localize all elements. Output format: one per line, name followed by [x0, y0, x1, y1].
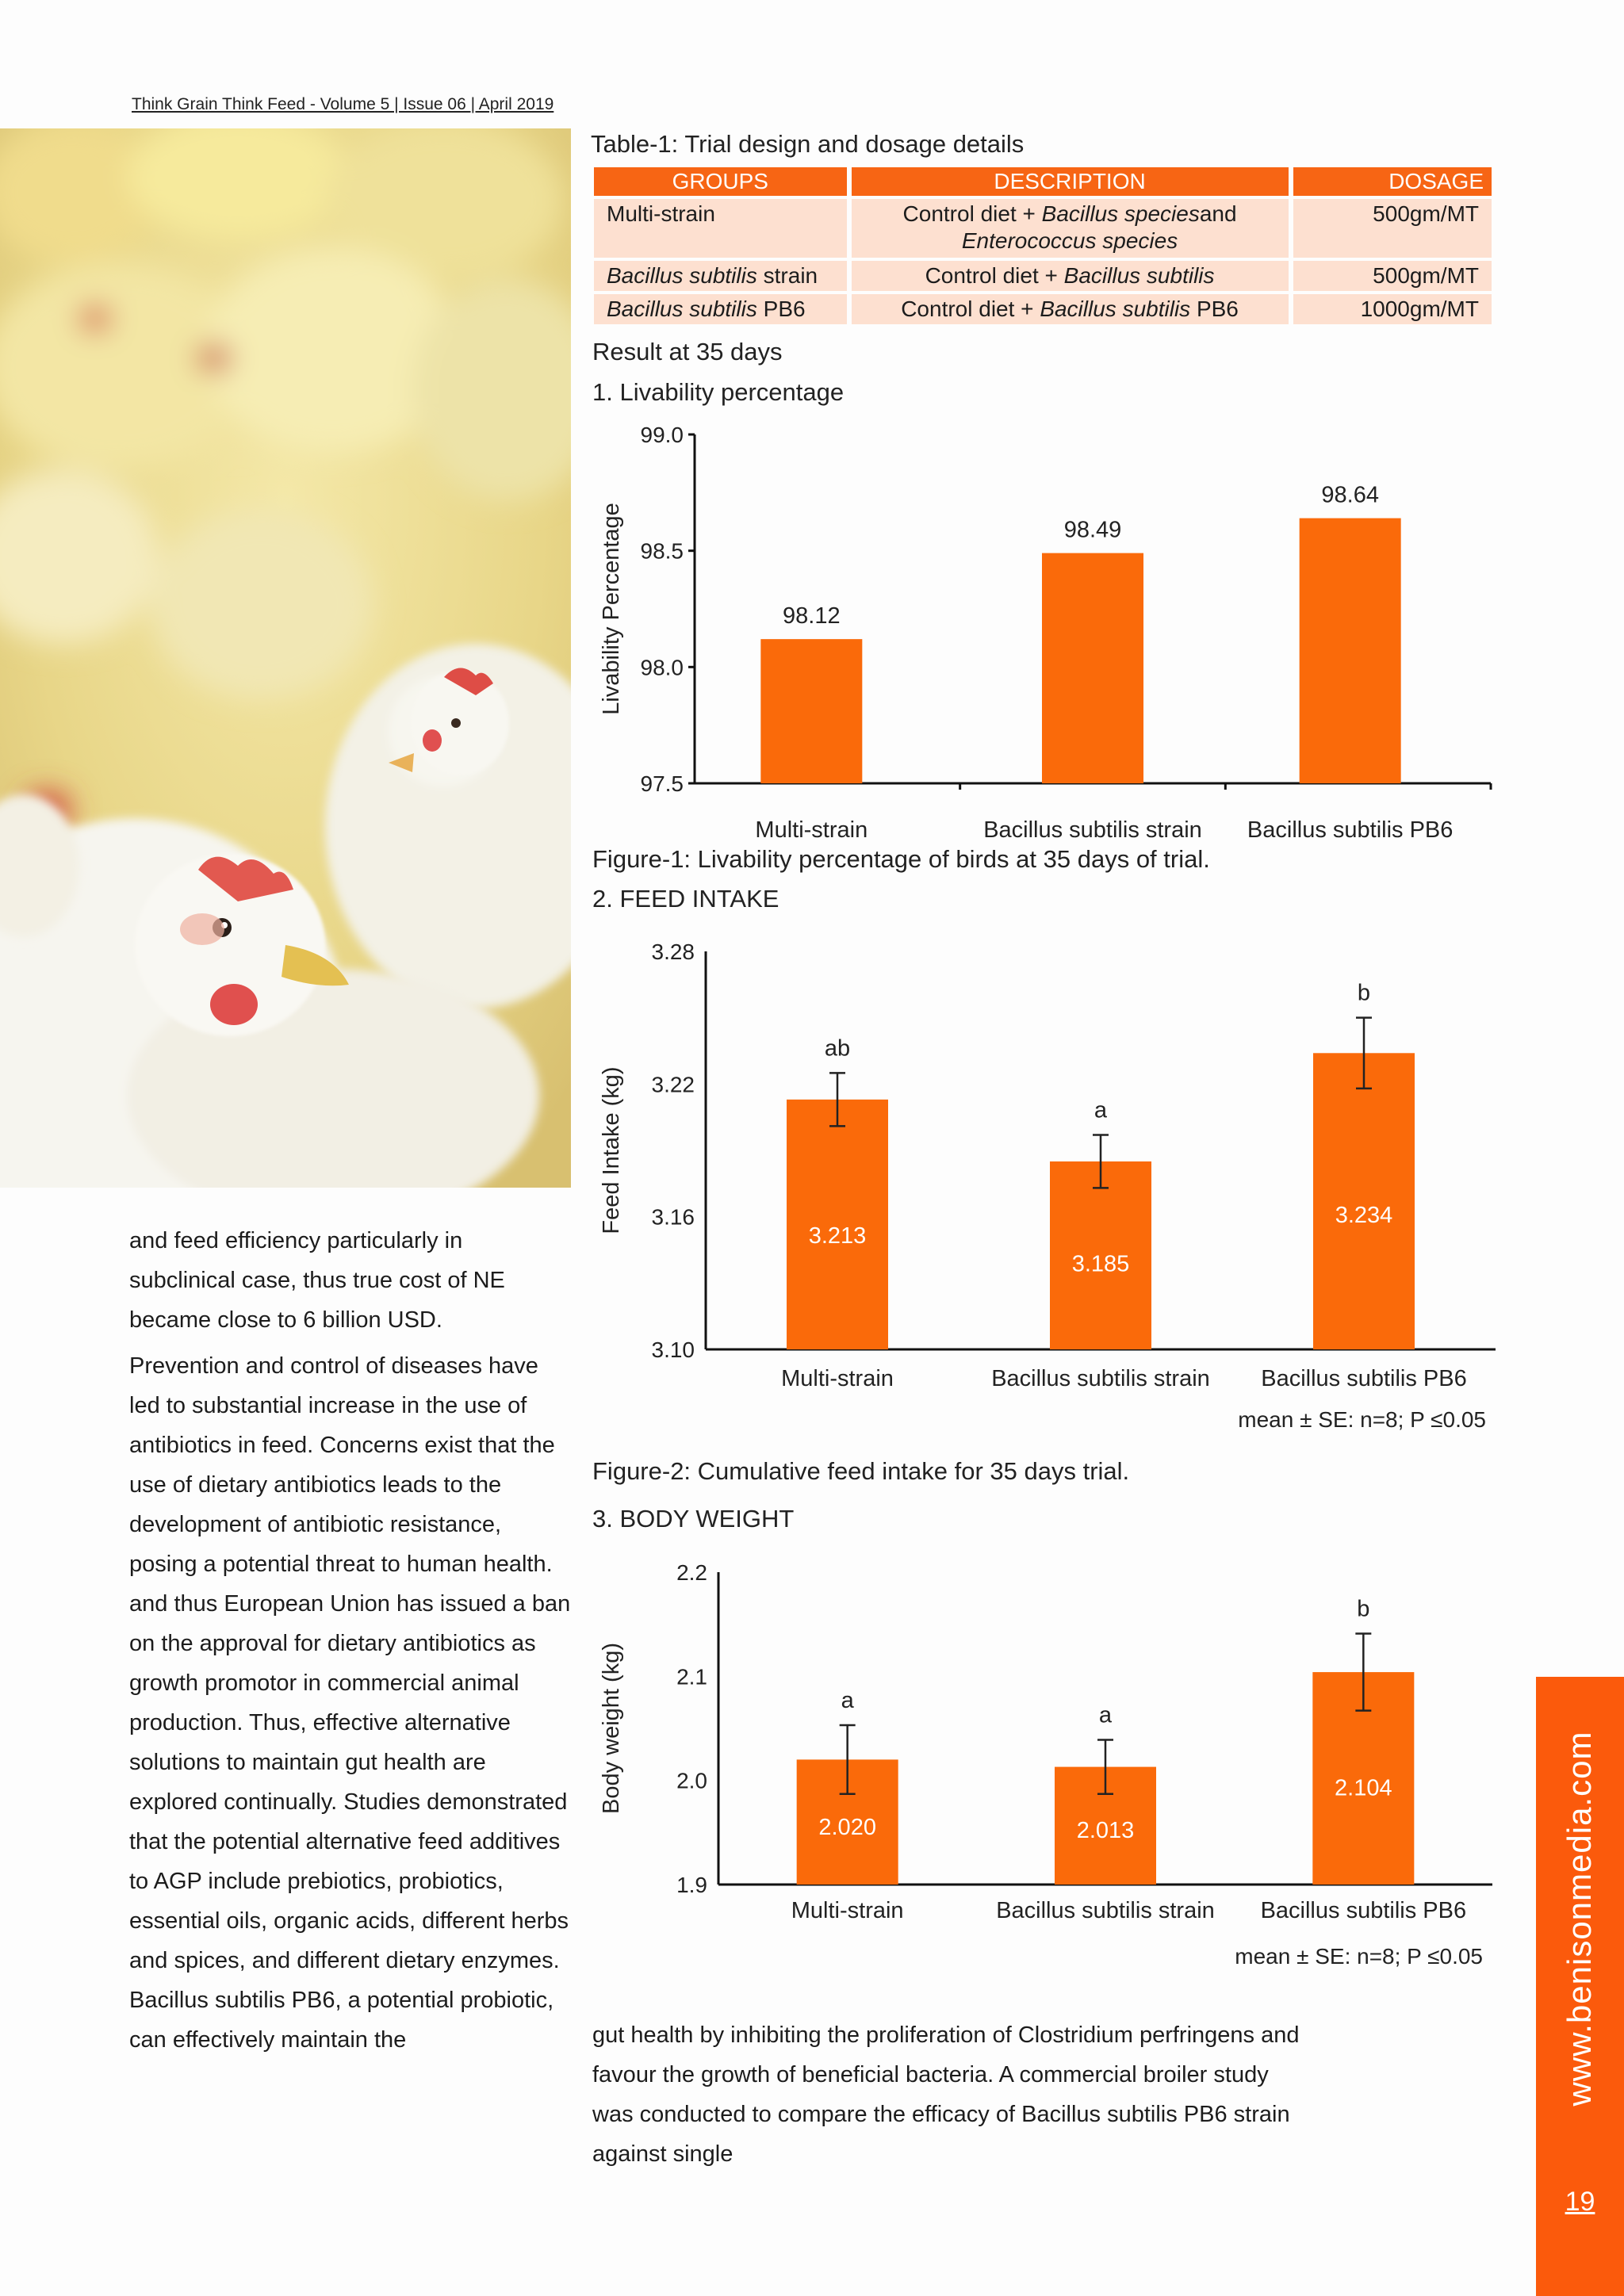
chart-note: mean ± SE: n=8; P ≤0.05 — [1235, 1944, 1483, 1969]
table-cell-description: Control diet + Bacillus subtilis PB6 — [851, 294, 1289, 324]
body-weight-heading: 3. BODY WEIGHT — [592, 1505, 795, 1533]
x-tick-label: Multi-strain — [755, 817, 868, 843]
body-weight-chart: 1.9 2.0 2.1 2.2 Body weight (kg) Multi-strain… — [599, 1560, 1492, 1969]
table-row: Bacillus subtilis strain Control diet + … — [594, 261, 1492, 291]
table-cell-group: Bacillus subtilis PB6 — [594, 294, 847, 324]
result-heading: Result at 35 days — [592, 338, 783, 365]
table-header-groups: GROUPS — [594, 167, 847, 196]
y-tick-label: 3.22 — [652, 1072, 695, 1096]
bar — [1042, 553, 1143, 783]
bar — [787, 1099, 888, 1349]
table-row: Multi-strain Control diet + Bacillus spe… — [594, 199, 1492, 258]
table-title: Table-1: Trial design and dosage details — [591, 130, 1025, 158]
y-tick-label: 3.16 — [652, 1205, 695, 1230]
y-tick-label: 2.1 — [676, 1664, 707, 1689]
x-tick-label: Bacillus subtilis PB6 — [1261, 1366, 1467, 1391]
table-cell-dosage: 500gm/MT — [1293, 199, 1492, 258]
bar — [1313, 1053, 1415, 1349]
y-axis-title: Body weight (kg) — [599, 1643, 624, 1814]
paragraph: Prevention and control of diseases have … — [129, 1353, 571, 2053]
data-label: 98.49 — [1064, 518, 1122, 543]
y-tick-label: 98.0 — [641, 655, 684, 679]
x-tick-label: Multi-strain — [781, 1366, 894, 1391]
livability-chart: 97.5 98.0 98.5 99.0 Livability Percentage Mul… — [599, 423, 1492, 843]
website-url[interactable]: www.benisonmedia.com — [1561, 1731, 1598, 2107]
y-tick-label: 2.0 — [676, 1769, 707, 1793]
side-band — [1536, 1677, 1624, 2296]
table-row: Bacillus subtilis PB6 Control diet + Bac… — [594, 294, 1492, 324]
data-label: 98.12 — [783, 603, 841, 629]
feed-intake-chart: 3.10 3.16 3.22 3.28 Feed Intake (kg) Multi-st… — [599, 939, 1496, 1432]
chickens-photo — [0, 128, 571, 1188]
y-tick-label: 98.5 — [641, 539, 684, 564]
y-axis-title: Feed Intake (kg) — [599, 1066, 624, 1234]
data-label: 2.020 — [818, 1815, 876, 1840]
table-cell-group: Multi-strain — [594, 199, 847, 258]
figure-1-caption: Figure-1: Livability percentage of birds… — [592, 845, 1210, 873]
y-tick-label: 97.5 — [641, 771, 684, 796]
bottom-paragraph: gut health by inhibiting the proliferati… — [592, 2022, 1300, 2167]
significance-letter: a — [1094, 1097, 1108, 1123]
significance-letter: b — [1358, 981, 1370, 1006]
data-label: 3.213 — [809, 1223, 867, 1249]
figure-2-caption: Figure-2: Cumulative feed intake for 35 … — [592, 1457, 1130, 1485]
y-tick-label: 3.28 — [652, 939, 695, 964]
significance-letter: b — [1357, 1596, 1369, 1621]
x-tick-label: Multi-strain — [791, 1898, 904, 1923]
table-cell-group: Bacillus subtilis strain — [594, 261, 847, 291]
table-header-dosage: DOSAGE — [1293, 167, 1492, 196]
feed-intake-heading: 2. FEED INTAKE — [592, 885, 779, 913]
data-label: 3.185 — [1072, 1251, 1130, 1276]
y-tick-label: 1.9 — [676, 1873, 707, 1897]
x-tick-label: Bacillus subtilis strain — [983, 817, 1202, 843]
significance-letter: a — [841, 1688, 855, 1713]
table-cell-dosage: 500gm/MT — [1293, 261, 1492, 291]
paragraph: and feed efficiency particularly in subc… — [129, 1228, 505, 1333]
x-tick-label: Bacillus subtilis strain — [996, 1898, 1215, 1923]
bar — [1299, 518, 1401, 783]
x-tick-label: Bacillus subtilis PB6 — [1247, 817, 1454, 843]
left-column-text: and feed efficiency particularly in subc… — [129, 1221, 573, 2066]
table-header-description: DESCRIPTION — [851, 167, 1289, 196]
data-label: 2.104 — [1335, 1775, 1392, 1800]
livability-heading: 1. Livability percentage — [592, 378, 845, 406]
y-tick-label: 99.0 — [641, 423, 684, 447]
chart-note: mean ± SE: n=8; P ≤0.05 — [1238, 1407, 1486, 1432]
significance-letter: a — [1099, 1702, 1113, 1728]
bar — [760, 639, 863, 783]
significance-letter: ab — [825, 1035, 850, 1061]
table-cell-dosage: 1000gm/MT — [1293, 294, 1492, 324]
issue-header: Think Grain Think Feed - Volume 5 | Issu… — [132, 95, 554, 113]
data-label: 2.013 — [1077, 1818, 1135, 1843]
bar — [1050, 1161, 1151, 1349]
y-tick-label: 3.10 — [652, 1337, 695, 1362]
page-number: 19 — [1565, 2187, 1595, 2217]
data-label: 3.234 — [1335, 1203, 1393, 1228]
x-tick-label: Bacillus subtilis PB6 — [1261, 1898, 1467, 1923]
trial-design-table: GROUPS DESCRIPTION DOSAGE Multi-strain C… — [589, 164, 1496, 327]
y-tick-label: 2.2 — [676, 1560, 707, 1585]
data-label: 98.64 — [1321, 483, 1379, 508]
x-tick-label: Bacillus subtilis strain — [991, 1366, 1210, 1391]
table-cell-description: Control diet + Bacillus speciesand Enter… — [851, 199, 1289, 258]
table-cell-description: Control diet + Bacillus subtilis — [851, 261, 1289, 291]
y-axis-title: Livability Percentage — [599, 503, 624, 715]
